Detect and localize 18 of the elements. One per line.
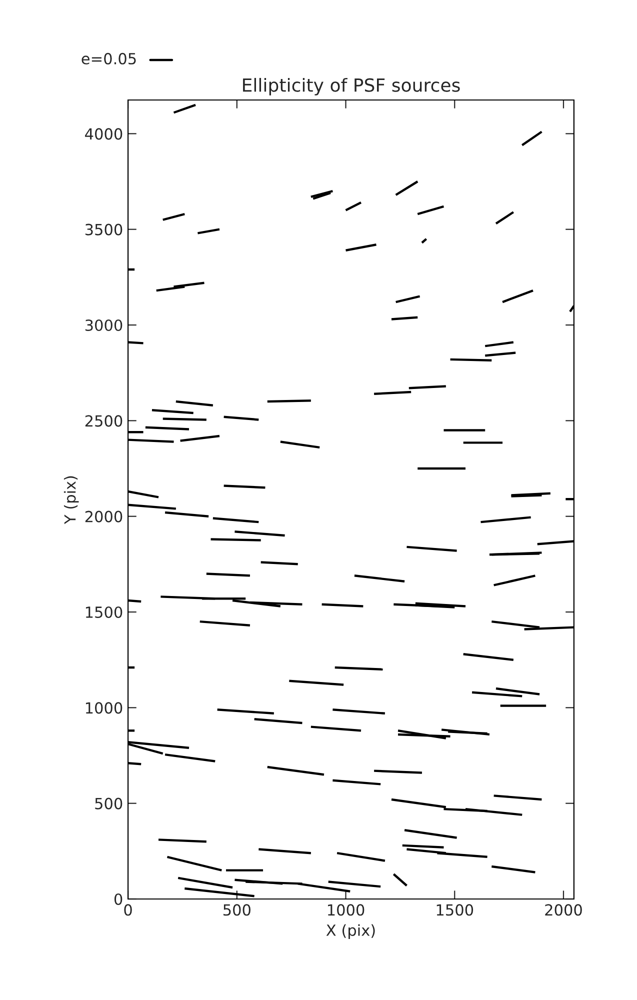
y-tick-label: 500 <box>95 798 122 810</box>
y-tick-label: 0 <box>114 893 122 906</box>
y-tick-label: 3000 <box>85 319 122 332</box>
y-tick-label: 1000 <box>86 702 122 714</box>
x-axis-title: X (pix) <box>326 924 375 939</box>
y-axis-title: Y (pix) <box>64 476 79 524</box>
y-tick-label: 2500 <box>85 415 122 427</box>
y-tick-label: 3500 <box>85 224 122 236</box>
chart-title: Ellipticity of PSF sources <box>243 78 460 96</box>
x-tick-label: 1000 <box>328 904 364 916</box>
text: e=0.05 <box>82 52 136 64</box>
x-tick-label: 1500 <box>436 904 474 916</box>
x-tick-label: 0 <box>124 904 132 916</box>
y-tick-label: 2000 <box>85 510 122 522</box>
y-tick-label: 4000 <box>85 128 122 140</box>
x-tick-label: 2000 <box>545 904 582 916</box>
x-tick-label: 500 <box>224 904 250 916</box>
y-tick-label: 1500 <box>86 606 122 618</box>
